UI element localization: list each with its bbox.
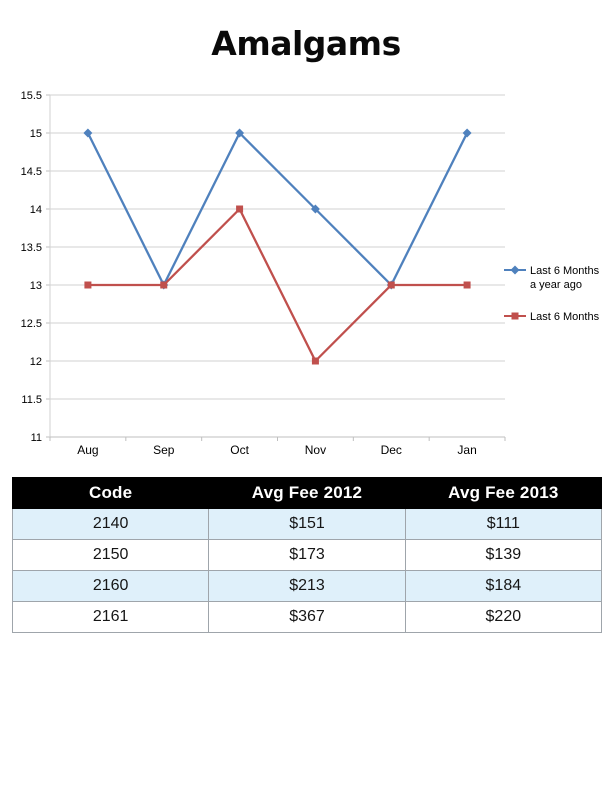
y-axis-label: 12.5 [21,318,42,330]
series-marker-1 [236,205,244,213]
y-axis-label: 11 [31,432,42,444]
series-marker-0 [83,128,93,138]
table-row: 2140 $151 $111 [11,508,603,540]
legend-marker-0 [510,265,520,275]
y-axis-label: 12 [30,356,42,368]
y-axis-label: 11.5 [21,394,42,406]
table-row: 2161 $367 $220 [11,601,603,633]
page-title: Amalgams [211,24,401,63]
legend-label-1: Last 6 Months [530,311,600,323]
legend-label-0: Last 6 Months [530,265,600,277]
table-header-cell: Avg Fee 2013 [404,477,603,509]
table-cell: 2150 [11,539,210,571]
series-line-1 [86,207,469,363]
chart-svg: 11 11.5 12 12.5 13 13.5 14 14.5 15 15.5 Aug Sep Oct N… [21,90,600,457]
table-cell: 2140 [11,508,210,540]
table-cell: $220 [404,601,603,633]
y-axis-label: 15 [30,128,42,140]
series-marker-1 [311,357,319,365]
y-axis-label: 15.5 [21,90,42,102]
line-chart: 11 11.5 12 12.5 13 13.5 14 14.5 15 15.5 Aug Sep Oct N… [0,85,612,475]
legend-marker-1 [511,312,519,320]
x-axis-label: Dec [381,443,402,457]
legend-label-0: a year ago [530,279,582,291]
x-axis-label: Nov [305,443,326,457]
table-cell: 2161 [11,601,210,633]
table-cell: $213 [208,570,406,602]
table-cell: $184 [404,570,603,602]
table-row: 2160 $213 $184 [11,570,603,602]
table-cell: $111 [404,508,603,540]
table-header-row: Code Avg Fee 2012 Avg Fee 2013 [11,477,603,509]
series-marker-1 [160,281,168,289]
series-marker-1 [84,281,92,289]
series-marker-0 [310,204,320,214]
table-cell: $151 [208,508,406,540]
y-axis-label: 13.5 [21,242,42,254]
series-marker-1 [463,281,471,289]
x-axis-label: Oct [230,443,249,457]
series-marker-0 [235,128,245,138]
x-axis-label: Sep [153,443,175,457]
x-axis-label: Aug [77,443,98,457]
table-cell: $139 [404,539,603,571]
table-row: 2150 $173 $139 [11,539,603,571]
x-axis-label: Jan [457,443,476,457]
table-header-cell: Code [11,477,210,509]
series-line-0 [86,131,469,287]
fee-table-body: 2140 $151 $111 2150 $173 $139 2160 $213 $184 2161… [11,508,603,633]
table-cell: $173 [208,539,406,571]
table-cell: 2160 [11,570,210,602]
fee-table: Code Avg Fee 2012 Avg Fee 2013 2140 $151 $11… [11,477,603,633]
y-axis-label: 13 [30,280,42,292]
table-cell: $367 [208,601,406,633]
y-axis-label: 14.5 [21,166,42,178]
table-header-cell: Avg Fee 2012 [208,477,406,509]
series-marker-1 [387,281,395,289]
series-marker-0 [462,128,472,138]
y-axis-label: 14 [30,204,42,216]
fee-table-head: Code Avg Fee 2012 Avg Fee 2013 [11,477,603,509]
